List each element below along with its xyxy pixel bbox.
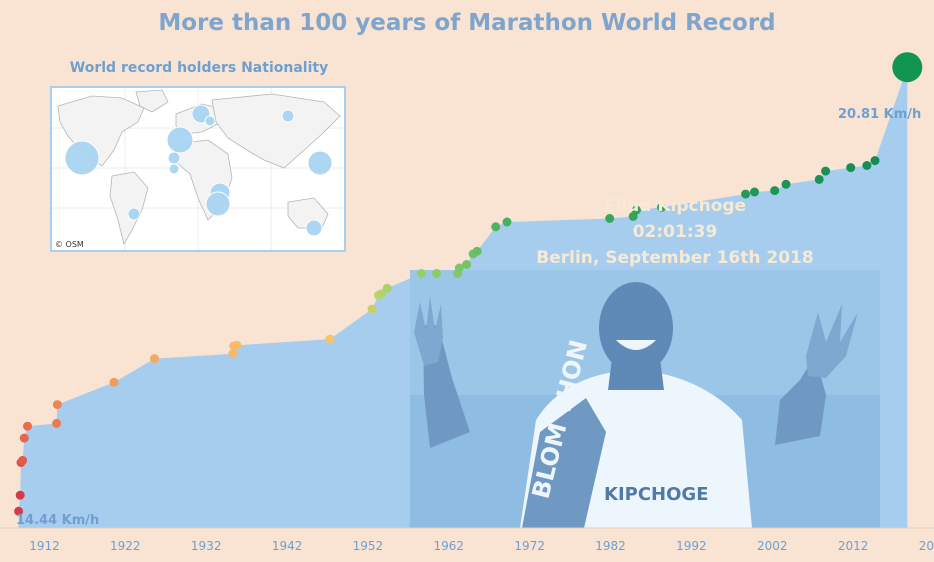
x-axis-ticks: 1912 1922 1932 1942 1952 1962 1972 1982 1992 2002…: [29, 539, 934, 553]
record-point[interactable]: [846, 163, 856, 173]
bubble-japan: [307, 150, 333, 176]
bubble-kenya: [205, 191, 231, 217]
chart-title: More than 100 years of Marathon World Re…: [158, 10, 776, 36]
record-point[interactable]: [605, 214, 615, 223]
bubble-sweden: [204, 115, 216, 127]
photo-head: [599, 282, 673, 374]
record-point[interactable]: [750, 187, 759, 197]
record-point[interactable]: [14, 506, 24, 516]
photo-bib: [522, 398, 606, 528]
record-point[interactable]: [228, 349, 238, 359]
record-point[interactable]: [325, 334, 335, 344]
x-tick-label: 1922: [110, 539, 141, 553]
photo-shirt-name: KIPCHOGE: [604, 484, 708, 505]
record-point[interactable]: [502, 217, 512, 227]
bubble-brazil: [127, 207, 141, 221]
asia: [211, 93, 341, 169]
world-map-svg: [52, 88, 344, 250]
bubble-korea: [281, 109, 295, 123]
record-place-date: Berlin, September 16th 2018: [536, 248, 814, 268]
record-point[interactable]: [52, 400, 62, 410]
kipchoge-photo: BLOM THON KIPCHOGE: [410, 270, 880, 528]
record-point[interactable]: [416, 269, 426, 278]
record-point[interactable]: [631, 205, 641, 215]
record-point[interactable]: [741, 189, 751, 199]
bubble-uk: [166, 126, 194, 154]
record-point[interactable]: [821, 166, 831, 176]
record-point[interactable]: [382, 283, 392, 293]
record-point[interactable]: [23, 421, 32, 431]
x-tick-label: 2002: [757, 539, 788, 553]
record-markers: [14, 52, 923, 516]
greenland: [135, 89, 169, 113]
x-tick-label: 1972: [514, 539, 545, 553]
record-point[interactable]: [432, 269, 442, 278]
x-tick-label: 2012: [838, 539, 869, 553]
record-point[interactable]: [462, 260, 472, 269]
photo-right-hand: [806, 304, 858, 378]
record-point[interactable]: [770, 186, 780, 196]
x-tick-label: 1912: [29, 539, 60, 553]
record-point[interactable]: [109, 377, 119, 387]
record-point[interactable]: [454, 263, 464, 273]
record-point[interactable]: [814, 174, 824, 184]
record-point[interactable]: [491, 222, 501, 232]
record-point[interactable]: [232, 340, 242, 350]
end-speed-label: 20.81 Km/h: [838, 107, 921, 122]
record-point[interactable]: [472, 246, 482, 256]
x-tick-label: 1962: [434, 539, 465, 553]
bubble-morocco: [168, 163, 180, 175]
photo-left-hand: [414, 296, 443, 366]
x-tick-label: 1992: [676, 539, 707, 553]
start-speed-label: 14.44 Km/h: [16, 513, 99, 528]
record-time: 02:01:39: [632, 222, 718, 242]
record-point[interactable]: [892, 52, 923, 83]
x-tick-label: 1952: [353, 539, 384, 553]
map-title: World record holders Nationality: [69, 60, 329, 76]
photo-right-arm: [775, 355, 826, 445]
x-tick-label: 2022: [919, 539, 934, 553]
x-tick-label: 1932: [191, 539, 222, 553]
record-holder-name: Eliud Kipchoge: [603, 196, 747, 216]
x-tick-label: 1942: [272, 539, 303, 553]
record-point[interactable]: [367, 304, 377, 314]
photo-smile: [616, 340, 656, 350]
south-america: [109, 171, 149, 246]
map-attribution: © OSM: [54, 240, 85, 249]
x-tick-label: 1982: [595, 539, 626, 553]
record-point[interactable]: [18, 455, 28, 465]
record-point[interactable]: [15, 490, 25, 500]
record-point[interactable]: [781, 179, 791, 189]
record-point[interactable]: [150, 354, 159, 364]
record-point[interactable]: [377, 289, 387, 299]
nationality-bubbles: [64, 104, 333, 237]
bubble-portugal: [167, 151, 181, 165]
record-point[interactable]: [870, 156, 880, 166]
record-point[interactable]: [52, 418, 62, 428]
nationality-map[interactable]: © OSM: [50, 86, 346, 252]
record-point[interactable]: [19, 433, 29, 443]
bubble-australia: [305, 219, 323, 237]
record-point[interactable]: [862, 161, 872, 170]
record-point[interactable]: [657, 202, 666, 212]
bubble-usa: [64, 140, 100, 176]
